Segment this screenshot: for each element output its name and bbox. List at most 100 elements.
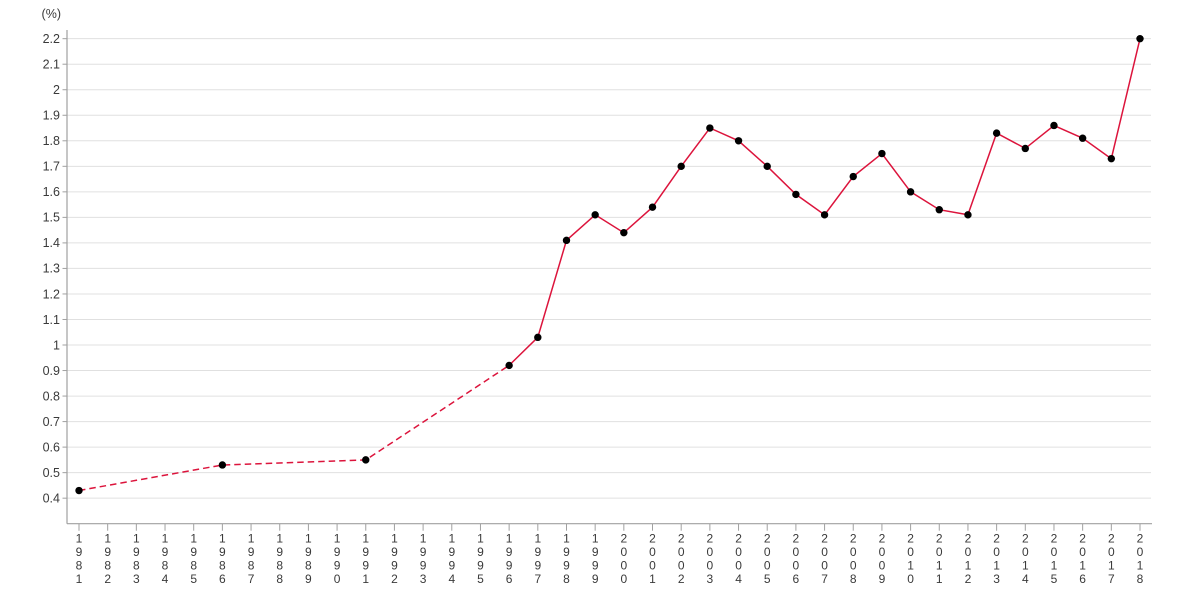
x-tick-label-2001: 1 [649, 572, 656, 586]
x-tick-label-1992: 1 [391, 531, 398, 545]
y-tick-label: 1.2 [43, 287, 60, 301]
gridlines [67, 38, 1151, 499]
x-tick-label-1982: 9 [104, 545, 111, 559]
x-tick-label-2018: 1 [1137, 558, 1144, 572]
x-tick-label-1990: 9 [334, 558, 341, 572]
x-tick-label-2001: 0 [649, 558, 656, 572]
x-tick-label-1996: 9 [506, 558, 513, 572]
x-tick-label-1982: 1 [104, 531, 111, 545]
data-point-2005 [763, 162, 771, 171]
x-tick-label-2018: 8 [1137, 572, 1144, 586]
x-tick-label-2016: 2 [1079, 531, 1086, 545]
series-line-solid [508, 38, 1141, 366]
y-axis-unit-label: (%) [42, 7, 61, 21]
x-tick-label-1990: 1 [334, 531, 341, 545]
x-tick-label-2007: 0 [821, 545, 828, 559]
x-tick-label-2017: 7 [1108, 572, 1115, 586]
x-tick-label-2010: 0 [907, 572, 914, 586]
x-tick-label-1984: 1 [162, 531, 169, 545]
x-tick-label-2014: 1 [1022, 558, 1029, 572]
data-point-2001 [648, 203, 657, 211]
data-series [75, 34, 1144, 495]
data-point-2007 [820, 211, 829, 219]
x-tick-label-2002: 0 [678, 545, 685, 559]
x-tick-label-2012: 0 [965, 545, 972, 559]
data-point-2017 [1107, 154, 1116, 163]
x-tick-label-1992: 2 [391, 572, 398, 586]
x-tick-label-1993: 9 [420, 545, 427, 559]
y-tick-label: 0.7 [43, 415, 60, 429]
x-tick-label-2010: 1 [907, 558, 914, 572]
x-tick-label-2016: 0 [1079, 545, 1086, 559]
x-tick-label-2009: 9 [879, 572, 886, 586]
x-tick-label-1989: 8 [305, 558, 312, 572]
x-tick-label-1981: 1 [76, 531, 83, 545]
y-tick-label: 0.9 [43, 364, 60, 378]
x-tick-label-1992: 9 [391, 545, 398, 559]
x-tick-label-1995: 1 [477, 531, 484, 545]
y-tick-label: 0.8 [43, 389, 60, 403]
x-tick-label-1995: 9 [477, 545, 484, 559]
data-point-1998 [562, 236, 571, 245]
x-tick-label-1983: 3 [133, 572, 140, 586]
x-tick-label-2012: 2 [965, 572, 972, 586]
x-tick-label-1981: 8 [76, 558, 83, 572]
y-tick-label: 1.4 [43, 236, 60, 250]
x-tick-label-1996: 6 [506, 572, 513, 586]
x-tick-label-2013: 0 [993, 545, 1000, 559]
x-tick-label-1982: 2 [104, 572, 111, 586]
x-tick-label-1987: 7 [248, 572, 255, 586]
x-tick-label-2015: 0 [1051, 545, 1058, 559]
y-tick-label: 0.5 [43, 466, 60, 480]
x-tick-label-2014: 2 [1022, 531, 1029, 545]
x-tick-label-2003: 3 [707, 572, 714, 586]
x-tick-label-2004: 2 [735, 531, 742, 545]
x-tick-label-1987: 9 [248, 545, 255, 559]
x-tick-label-1998: 9 [563, 545, 570, 559]
x-tick-label-1998: 9 [563, 558, 570, 572]
x-tick-label-2001: 2 [649, 531, 656, 545]
x-tick-label-1988: 8 [276, 572, 283, 586]
x-tick-label-1985: 8 [190, 558, 197, 572]
x-tick-label-1981: 9 [76, 545, 83, 559]
data-point-2003 [706, 124, 714, 132]
x-tick-label-1997: 9 [534, 545, 541, 559]
x-tick-label-2007: 0 [821, 558, 828, 572]
x-tick-label-1984: 9 [162, 545, 169, 559]
data-point-2010 [906, 188, 915, 196]
x-tick-label-1990: 0 [334, 572, 341, 586]
x-tick-label-2004: 0 [735, 558, 742, 572]
x-tick-label-2006: 6 [793, 572, 800, 586]
x-tick-label-1991: 1 [362, 531, 369, 545]
x-tick-label-2013: 1 [993, 558, 1000, 572]
x-axis-labels: 1981198219831984198519861987198819891990… [76, 531, 1144, 586]
x-tick-label-2017: 0 [1108, 545, 1115, 559]
y-tick-label: 2 [53, 83, 60, 97]
x-tick-label-1999: 9 [592, 545, 599, 559]
x-tick-label-2002: 2 [678, 531, 685, 545]
x-tick-label-2005: 5 [764, 572, 771, 586]
x-tick-label-1997: 1 [534, 531, 541, 545]
x-tick-label-2016: 6 [1079, 572, 1086, 586]
axes [62, 30, 1152, 531]
x-tick-label-2017: 2 [1108, 531, 1115, 545]
data-point-2008 [849, 172, 857, 181]
x-tick-label-2010: 0 [907, 545, 914, 559]
x-tick-label-1999: 9 [592, 558, 599, 572]
x-tick-label-2000: 0 [620, 545, 627, 559]
data-point-2015 [1050, 121, 1058, 130]
x-tick-label-1989: 9 [305, 545, 312, 559]
x-tick-label-2009: 0 [879, 558, 886, 572]
y-tick-label: 1.8 [43, 134, 60, 148]
y-tick-label: 1 [53, 338, 60, 352]
x-tick-label-1988: 8 [276, 558, 283, 572]
x-tick-label-2008: 8 [850, 572, 857, 586]
x-tick-label-1985: 5 [190, 572, 197, 586]
x-tick-label-2008: 2 [850, 531, 857, 545]
x-tick-label-1987: 8 [248, 558, 255, 572]
x-tick-label-2014: 4 [1022, 572, 1029, 586]
x-tick-label-1998: 1 [563, 531, 570, 545]
x-tick-label-2016: 1 [1079, 558, 1086, 572]
y-axis-labels: 0.4 0.5 0.6 0.7 0.8 0.9 1 1.1 1.2 1.3 1.4 1.5 1.6 1.7… [43, 32, 60, 505]
